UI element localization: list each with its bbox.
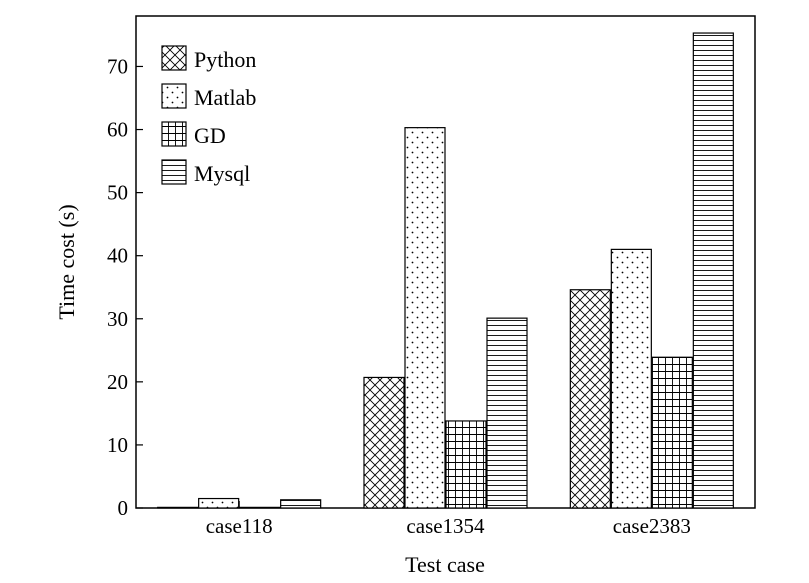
y-tick-label: 0 [118, 496, 129, 520]
x-axis-label: Test case [405, 552, 485, 577]
legend-label-python: Python [194, 47, 256, 72]
legend-swatch-python [161, 45, 187, 71]
legend-label-gd: GD [194, 123, 226, 148]
bar-python-case1354 [363, 376, 405, 509]
legend-label-mysql: Mysql [194, 161, 250, 186]
x-tick-label-case1354: case1354 [406, 514, 485, 538]
legend-swatch-matlab [161, 83, 187, 109]
bar-gd-case1354 [445, 420, 487, 509]
y-tick-label: 30 [107, 307, 128, 331]
legend-swatch-mysql [161, 159, 187, 185]
x-tick-label-case118: case118 [206, 514, 273, 538]
y-tick-label: 10 [107, 433, 128, 457]
bar-matlab-case2383 [610, 248, 652, 509]
legend-label-matlab: Matlab [194, 85, 256, 110]
y-tick-label: 20 [107, 370, 128, 394]
bar-mysql-case1354 [486, 317, 528, 509]
bar-gd-case118 [239, 506, 281, 509]
y-tick-label: 60 [107, 118, 128, 142]
bar-mysql-case118 [280, 499, 322, 509]
bar-mysql-case2383 [692, 32, 734, 509]
bar-gd-case2383 [651, 356, 693, 509]
bars-group [157, 32, 734, 509]
y-axis: 0 10 20 30 40 50 60 70 [107, 54, 143, 520]
bar-python-case2383 [569, 289, 611, 509]
y-tick-label: 50 [107, 181, 128, 205]
bar-python-case118 [157, 506, 199, 509]
y-axis-label: Time cost (s) [54, 204, 79, 319]
y-tick-label: 70 [107, 54, 128, 78]
bar-matlab-case1354 [404, 127, 446, 509]
y-tick-label: 40 [107, 244, 128, 268]
bar-matlab-case118 [198, 497, 240, 509]
x-tick-label-case2383: case2383 [613, 514, 691, 538]
legend-swatch-gd [161, 121, 187, 147]
legend: Python Matlab GD Mysql [161, 45, 256, 186]
x-axis: case118 case1354 case2383 [206, 501, 691, 538]
